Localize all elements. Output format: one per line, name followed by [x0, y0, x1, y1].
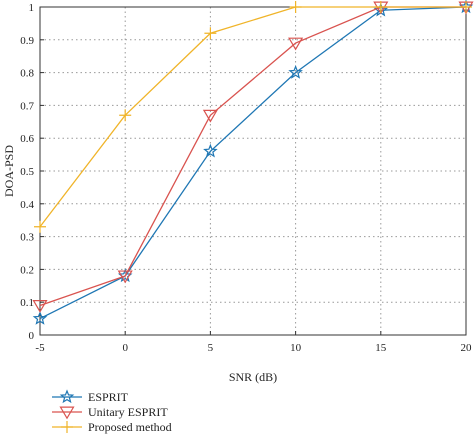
unitary-esprit-point: [32, 300, 48, 313]
y-tick-label: 0.8: [20, 68, 34, 80]
y-tick-label: 0.6: [20, 133, 34, 145]
x-axis-label: SNR (dB): [229, 370, 277, 384]
y-tick-label: 0.3: [20, 232, 34, 244]
legend-label: Proposed method: [88, 420, 172, 434]
legend-label: ESPRIT: [88, 390, 129, 404]
esprit-point: [288, 64, 303, 79]
series-proposed-method: [34, 1, 472, 233]
unitary-esprit-point: [202, 109, 218, 123]
esprit-line: [39, 6, 467, 320]
y-tick-label: 0.7: [20, 100, 34, 112]
series-esprit: [32, 0, 474, 325]
legend-item-unitary-esprit: Unitary ESPRIT: [52, 405, 168, 420]
legend-swatch-marker: [59, 389, 75, 404]
unitary-esprit-point: [117, 270, 133, 284]
esprit-point: [203, 143, 218, 158]
y-tick-label: 0.4: [20, 199, 34, 211]
proposed-method-point: [34, 220, 46, 233]
proposed-method-point: [289, 1, 302, 13]
legend-swatch-marker: [59, 406, 75, 420]
y-tick-label: 0.9: [20, 35, 34, 47]
y-tick-label: 0.2: [20, 264, 34, 276]
y-tick-label: 0: [29, 330, 35, 342]
y-axis-label: DOA-PSD: [2, 145, 16, 197]
unitary-esprit-point: [288, 37, 304, 51]
legend-swatch-marker: [61, 421, 73, 433]
series-group: [32, 0, 474, 325]
esprit-point: [32, 310, 48, 325]
unitary-esprit-line: [39, 6, 466, 307]
proposed-method-line: [39, 6, 466, 228]
proposed-method-point: [204, 27, 217, 40]
series-unitary-esprit: [32, 1, 474, 313]
proposed-method-point: [119, 109, 132, 122]
proposed-method-point: [374, 1, 387, 13]
x-tick-label: 5: [208, 342, 214, 354]
y-tick-label: 1: [29, 2, 35, 14]
x-tick-label: 10: [290, 342, 302, 354]
y-tick-label: 0.1: [20, 297, 34, 309]
legend-label: Unitary ESPRIT: [88, 405, 168, 419]
legend-item-esprit: ESPRIT: [52, 389, 129, 404]
x-tick-label: 20: [461, 342, 473, 354]
x-tick-label: 15: [375, 342, 387, 354]
legend-item-proposed-method: Proposed method: [52, 420, 172, 434]
x-tick-label: 0: [122, 342, 128, 354]
proposed-method-point: [460, 1, 472, 13]
x-tick-label: -5: [35, 342, 45, 354]
y-tick-label: 0.5: [20, 166, 34, 178]
grid-lines: [39, 6, 467, 336]
